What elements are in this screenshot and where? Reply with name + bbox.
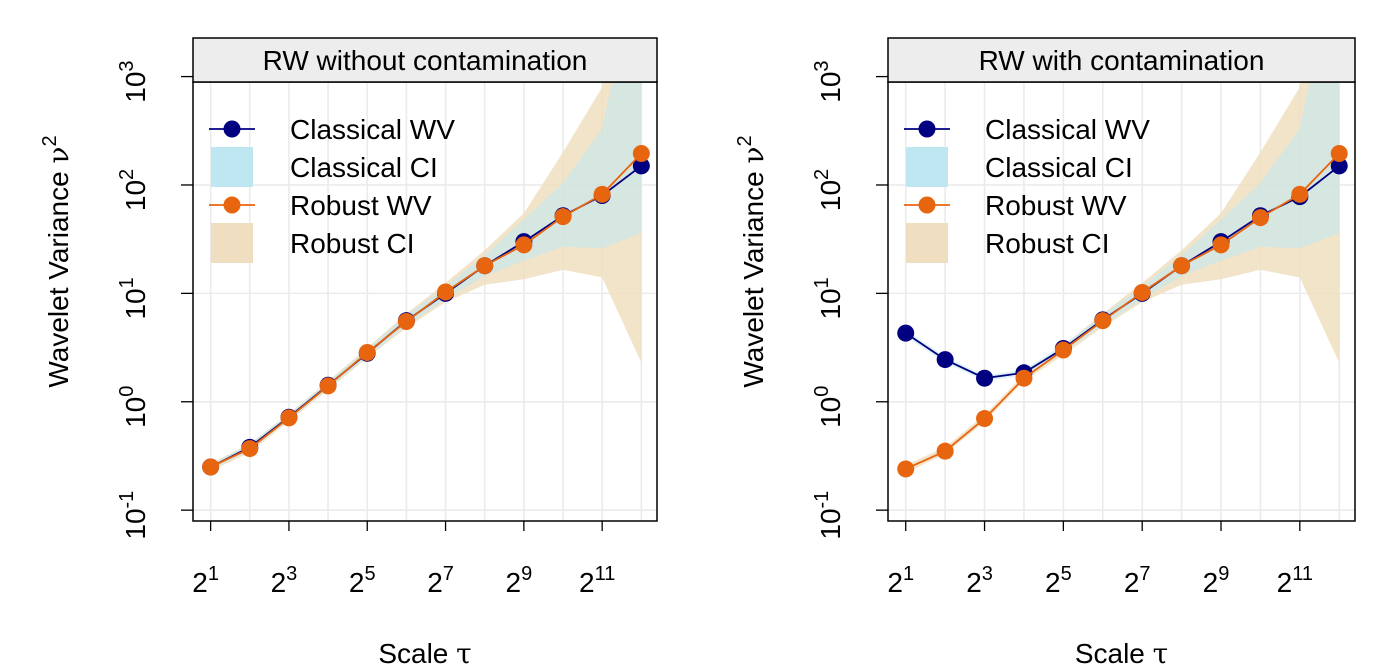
robust-wv-point (515, 236, 533, 254)
classical-wv-point (897, 324, 915, 342)
classical-wv-point (936, 351, 954, 369)
legend-label: Robust CI (985, 228, 1110, 259)
legend: Classical WV Classical CI Robust WV Robust … (209, 114, 455, 263)
robust-wv-point (319, 377, 337, 395)
legend-point (918, 196, 936, 214)
x-tick-label: 25 (1045, 563, 1072, 598)
y-axis-title: Wavelet Variance ν2 (734, 135, 770, 387)
robust-wv-point (1173, 257, 1191, 275)
robust-ci-band (905, 82, 1340, 473)
y-tick-label: 102 (116, 169, 151, 211)
x-axis-title: Scale τ (378, 637, 471, 670)
robust-wv-point (936, 442, 954, 460)
legend-label: Classical WV (290, 114, 455, 145)
robust-wv-point (1212, 236, 1230, 254)
panel-title: RW with contamination (979, 45, 1265, 76)
y-tick-label: 100 (811, 386, 846, 428)
x-axis-title: Scale τ (1075, 637, 1168, 670)
legend-point (223, 196, 241, 214)
y-tick-label: 103 (811, 60, 846, 102)
x-tick-label: 27 (1124, 563, 1151, 598)
robust-wv-point (1054, 341, 1072, 359)
y-tick-label: 102 (811, 169, 846, 211)
legend-point (223, 120, 241, 138)
x-tick-label: 29 (506, 563, 533, 598)
classical-wv-point (976, 369, 994, 387)
x-tick-label: 21 (887, 563, 914, 598)
legend-swatch (211, 147, 253, 187)
x-tick-label: 21 (192, 563, 219, 598)
classical-wv-point (1330, 157, 1348, 175)
x-tick-label: 23 (966, 563, 993, 598)
robust-wv-point (280, 409, 298, 427)
classical-ci-band (905, 82, 1340, 382)
x-tick-label: 211 (579, 563, 615, 598)
panel-1: RW without contamination 21 23 25 27 29 211 Sca… (39, 37, 658, 670)
legend-point (918, 120, 936, 138)
legend-swatch (211, 223, 253, 263)
legend-label: Classical CI (290, 152, 438, 183)
y-tick-label: 101 (811, 277, 846, 319)
robust-wv-point (1015, 369, 1033, 387)
legend: Classical WV Classical CI Robust WV Robust … (904, 114, 1150, 263)
x-tick-label: 25 (349, 563, 376, 598)
strip-background (887, 37, 1356, 83)
legend-swatch (906, 147, 948, 187)
classical-wv-point (632, 157, 650, 175)
legend-label: Classical WV (985, 114, 1150, 145)
legend-swatch (906, 223, 948, 263)
robust-wv-point (1094, 312, 1112, 330)
panel-2: RW with contamination 21 23 25 27 29 211 Scale … (734, 37, 1356, 670)
robust-wv-point (897, 460, 915, 478)
robust-wv-point (397, 313, 415, 331)
robust-wv-point (202, 458, 220, 476)
legend-label: Classical CI (985, 152, 1133, 183)
legend-label: Robust WV (985, 190, 1127, 221)
y-tick-label: 101 (116, 277, 151, 319)
legend-label: Robust CI (290, 228, 415, 259)
robust-wv-point (358, 343, 376, 361)
robust-wv-point (632, 145, 650, 163)
x-tick-label: 23 (271, 563, 298, 598)
legend-label: Robust WV (290, 190, 432, 221)
y-axis-title: Wavelet Variance ν2 (39, 135, 75, 387)
robust-wv-point (554, 208, 572, 226)
robust-wv-point (1291, 185, 1309, 203)
robust-wv-point (1133, 283, 1151, 301)
y-tick-label: 100 (116, 386, 151, 428)
robust-wv-point (976, 410, 994, 428)
robust-wv-point (241, 440, 259, 458)
robust-wv-point (476, 257, 494, 275)
robust-ci-band (210, 82, 642, 471)
x-tick-label: 211 (1277, 563, 1313, 598)
robust-wv-point (1330, 145, 1348, 163)
panel-title: RW without contamination (263, 45, 588, 76)
robust-wv-point (593, 185, 611, 203)
robust-wv-point (1251, 209, 1269, 227)
y-tick-label: 10-1 (811, 491, 846, 540)
x-tick-label: 27 (427, 563, 454, 598)
x-tick-label: 29 (1203, 563, 1230, 598)
y-tick-label: 10-1 (116, 491, 151, 540)
y-tick-label: 103 (116, 60, 151, 102)
strip-background (192, 37, 658, 83)
robust-wv-point (437, 283, 455, 301)
